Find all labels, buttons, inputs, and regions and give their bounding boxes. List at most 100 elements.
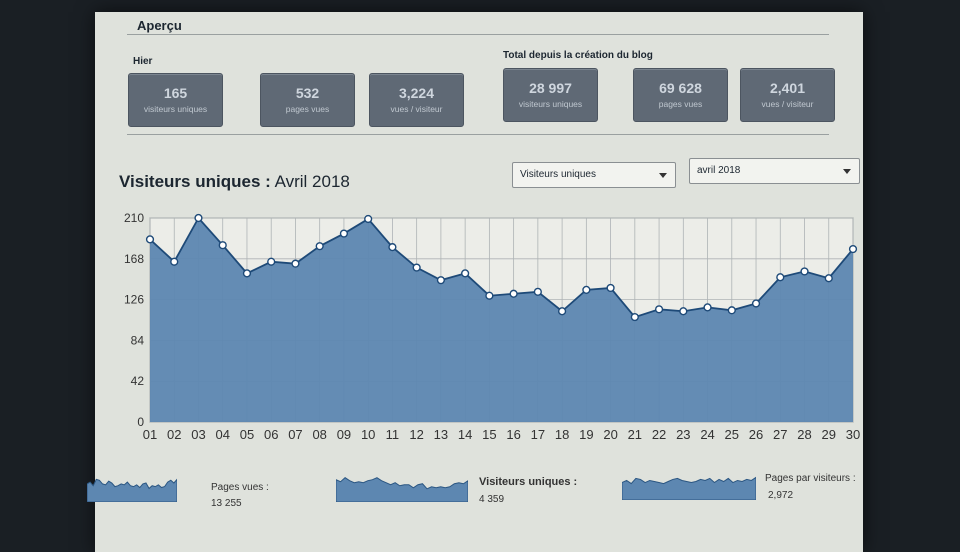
data-point [194, 213, 203, 223]
data-point [582, 285, 591, 294]
series-line [149, 216, 854, 319]
stat-value: 69 628 [659, 80, 702, 96]
data-point [315, 242, 324, 251]
sparkline-pageviews-label: Pages vues : [211, 482, 269, 493]
x-tick-label: 22 [652, 427, 666, 442]
x-tick-label: 11 [386, 427, 400, 442]
x-tick-label: 14 [458, 427, 472, 442]
data-point [218, 241, 227, 250]
y-tick-label: 210 [124, 211, 144, 225]
stat-yesterday-pageviews: 532 pages vues [260, 73, 355, 127]
overview-title: Aperçu [137, 18, 182, 33]
metric-select-value: Visiteurs uniques [520, 169, 596, 180]
data-point [339, 229, 349, 238]
sparkline-area [87, 478, 177, 502]
data-point [848, 244, 858, 254]
data-point [170, 257, 179, 266]
data-point [145, 235, 155, 244]
chart-period: Avril 2018 [274, 172, 350, 191]
x-tick-label: 06 [264, 427, 278, 442]
stat-value: 165 [163, 85, 188, 101]
x-tick-label: 26 [749, 427, 763, 442]
x-tick-label: 20 [603, 427, 617, 442]
data-point [388, 243, 397, 252]
metric-select[interactable]: Visiteurs uniques [512, 162, 676, 188]
sparkline-pageviews[interactable] [87, 476, 177, 502]
sparkline-area [336, 477, 468, 502]
visitors-area-chart: 0 42 84 126 168 210 01 02 03 04 05 06 07 08 09 10 11 12 13… [124, 211, 860, 442]
x-tick-label: 24 [700, 427, 714, 442]
sparkline-visitors[interactable] [336, 474, 468, 502]
sparkline-visitors-value: 4 359 [479, 494, 505, 505]
chevron-down-icon [659, 173, 667, 178]
x-tick-label: 12 [409, 427, 423, 442]
data-point [242, 269, 252, 278]
data-point [461, 269, 470, 278]
sparkline-pages-per-visitor[interactable] [622, 474, 756, 500]
screen: Aperçu Hier Total depuis la création du … [87, 12, 863, 552]
sparkline-pageviews-value: 13 255 [211, 498, 242, 509]
data-point [727, 306, 736, 315]
x-tick-label: 04 [215, 427, 229, 442]
stat-value: 532 [295, 85, 320, 101]
x-tick-label: 30 [846, 427, 860, 442]
x-tick-label: 21 [628, 427, 642, 442]
data-point [412, 263, 421, 272]
data-point [533, 287, 542, 296]
data-point [558, 307, 567, 316]
divider [127, 134, 829, 135]
data-point [800, 267, 809, 276]
yesterday-label: Hier [133, 56, 153, 67]
y-tick-label: 84 [131, 333, 145, 347]
data-point [509, 289, 518, 298]
stat-label: visiteurs uniques [143, 104, 208, 114]
data-point [291, 259, 300, 268]
x-tick-label: 01 [143, 427, 157, 442]
data-point [267, 257, 276, 266]
x-tick-label: 02 [167, 427, 181, 442]
x-tick-label: 19 [579, 427, 593, 442]
x-tick-label: 07 [288, 427, 302, 442]
data-point [364, 214, 373, 224]
data-point [824, 274, 833, 283]
stat-label: vues / visiteur [761, 99, 814, 109]
month-select[interactable]: avril 2018 [689, 158, 860, 184]
x-tick-label: 13 [434, 427, 448, 442]
chart-heading: Visiteurs uniques : Avril 2018 [119, 172, 350, 192]
x-tick-label: 25 [725, 427, 739, 442]
x-tick-label: 09 [337, 427, 351, 442]
sparkline-pages-per-visitor-label: Pages par visiteurs : [765, 473, 856, 484]
stat-yesterday-visitors: 165 visiteurs uniques [128, 73, 223, 127]
stat-total-pageviews: 69 628 pages vues [633, 68, 728, 122]
stat-total-visitors: 28 997 visiteurs uniques [503, 68, 598, 122]
x-tick-label: 18 [555, 427, 569, 442]
stat-yesterday-views-per-visitor: 3,224 vues / visiteur [369, 73, 464, 127]
sparkline-area [622, 476, 756, 500]
x-tick-label: 15 [482, 427, 496, 442]
month-select-value: avril 2018 [697, 165, 741, 176]
data-point [630, 312, 639, 322]
stat-value: 2,401 [769, 80, 806, 96]
data-point [703, 303, 712, 312]
sparkline-pages-per-visitor-value: 2,972 [768, 490, 794, 501]
x-tick-label: 28 [797, 427, 811, 442]
stat-value: 3,224 [398, 85, 435, 101]
area-fill [150, 218, 853, 422]
chart-metric-label: Visiteurs uniques : [119, 172, 271, 191]
y-tick-label: 126 [124, 293, 144, 307]
x-tick-label: 08 [312, 427, 326, 442]
y-tick-label: 0 [137, 415, 144, 429]
x-tick-label: 29 [822, 427, 836, 442]
data-point [679, 307, 688, 316]
x-tick-label: 03 [191, 427, 205, 442]
x-tick-label: 17 [531, 427, 545, 442]
data-point [654, 305, 664, 314]
y-tick-label: 168 [124, 252, 144, 266]
data-point [606, 283, 615, 293]
x-tick-label: 16 [506, 427, 520, 442]
stat-total-views-per-visitor: 2,401 vues / visiteur [740, 68, 835, 122]
stat-label: pages vues [658, 99, 703, 109]
data-point [776, 273, 785, 282]
stat-value: 28 997 [529, 80, 572, 96]
sparkline-visitors-label: Visiteurs uniques : [479, 476, 578, 488]
